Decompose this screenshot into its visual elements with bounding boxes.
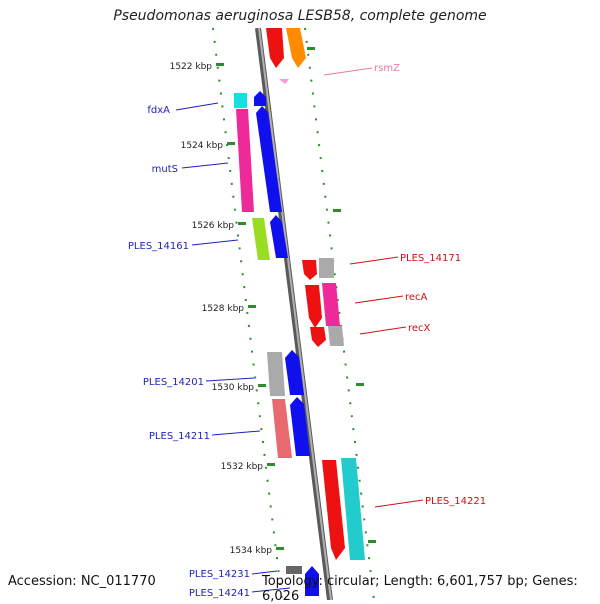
rna-rsmZ[interactable] xyxy=(279,79,289,84)
accession-text: Accession: NC_011770 xyxy=(8,574,156,589)
tick-label: 1524 kbp xyxy=(181,141,224,151)
gene-label[interactable]: PLES_14161 xyxy=(128,241,189,252)
tick-mark xyxy=(238,222,246,225)
gene-arrow[interactable] xyxy=(266,28,284,68)
gene-arrow[interactable] xyxy=(286,28,306,68)
tick-mark xyxy=(216,63,224,66)
tick-mark xyxy=(267,463,275,466)
gene-label[interactable]: rsmZ xyxy=(374,63,400,74)
gene-label[interactable]: PLES_14231 xyxy=(189,569,250,580)
gene-label[interactable]: PLES_14241 xyxy=(189,588,250,599)
gene-label[interactable]: fdxA xyxy=(147,105,170,116)
gene-label[interactable]: PLES_14201 xyxy=(143,377,204,388)
gene-label[interactable]: PLES_14211 xyxy=(149,431,210,442)
map-title: Pseudomonas aeruginosa LESB58, complete … xyxy=(113,8,487,24)
tick-mark xyxy=(258,384,266,387)
tick-label: 1522 kbp xyxy=(170,62,213,72)
gene-arrow[interactable] xyxy=(270,215,288,258)
tick-label: 1526 kbp xyxy=(192,221,235,231)
gene-recA[interactable] xyxy=(305,285,322,328)
gene-PLES_14201[interactable] xyxy=(267,352,285,396)
gene-fdxA[interactable] xyxy=(234,93,247,108)
gene-mutS[interactable] xyxy=(236,109,254,212)
gene-arrow[interactable] xyxy=(305,566,319,596)
gene-PLES_14231[interactable] xyxy=(286,566,302,574)
gene-label[interactable]: recX xyxy=(408,323,431,334)
tick-mark xyxy=(227,142,235,145)
gene-label[interactable]: PLES_14221 xyxy=(425,496,486,507)
gene-PLES_14161[interactable] xyxy=(252,218,270,260)
tick-mark xyxy=(248,305,256,308)
gene-arrow[interactable] xyxy=(285,350,304,395)
gene-arrow[interactable] xyxy=(254,91,266,106)
tick-label: 1532 kbp xyxy=(221,462,264,472)
gene-arrow[interactable] xyxy=(256,106,282,212)
gene-PLES_14211[interactable] xyxy=(272,399,292,458)
tick-label: 1530 kbp xyxy=(212,383,255,393)
gene-label[interactable]: PLES_14171 xyxy=(400,253,461,264)
tick-label: 1528 kbp xyxy=(202,304,245,314)
tick-mark xyxy=(276,547,284,550)
gene-recX[interactable] xyxy=(310,327,326,347)
gene-label[interactable]: mutS xyxy=(152,164,178,175)
gene-PLES_14171[interactable] xyxy=(302,260,317,280)
gene-label[interactable]: recA xyxy=(405,292,428,303)
tick-label: 1534 kbp xyxy=(230,546,273,556)
gene-arrow[interactable] xyxy=(290,397,310,456)
gene-PLES_14221[interactable] xyxy=(322,460,345,560)
